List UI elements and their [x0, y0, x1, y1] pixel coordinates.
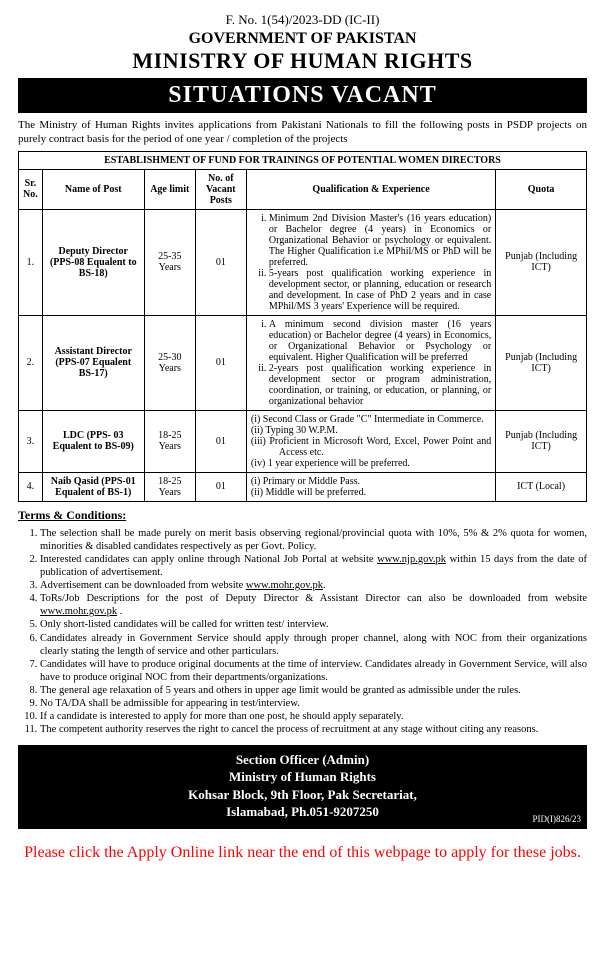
- term-item: The general age relaxation of 5 years an…: [40, 684, 587, 697]
- term-item: If a candidate is interested to apply fo…: [40, 710, 587, 723]
- footer-phone: Islamabad, Ph.051-9207250: [18, 803, 587, 821]
- cell-age: 18-25 Years: [144, 410, 195, 472]
- cell-quota: Punjab (Including ICT): [496, 315, 587, 410]
- qual-item: 2-years post qualification working exper…: [269, 363, 491, 407]
- term-item: Candidates will have to produce original…: [40, 658, 587, 684]
- cell-vacant: 01: [195, 209, 246, 315]
- col-quota: Quota: [496, 169, 587, 209]
- footer-ministry: Ministry of Human Rights: [18, 768, 587, 786]
- footer-address: Kohsar Block, 9th Floor, Pak Secretariat…: [18, 786, 587, 804]
- qual-item: (iii) Proficient in Microsoft Word, Exce…: [251, 436, 491, 458]
- qual-item: (i) Primary or Middle Pass.: [251, 476, 491, 487]
- footer-officer: Section Officer (Admin): [18, 751, 587, 769]
- qual-item: (iv) 1 year experience will be preferred…: [251, 458, 491, 469]
- cell-quota: Punjab (Including ICT): [496, 209, 587, 315]
- cell-qual: (i) Primary or Middle Pass. (ii) Middle …: [246, 472, 495, 501]
- terms-heading: Terms & Conditions:: [18, 508, 587, 523]
- table-title: ESTABLISHMENT OF FUND FOR TRAININGS OF P…: [19, 151, 587, 169]
- col-name: Name of Post: [42, 169, 144, 209]
- qual-item: Minimum 2nd Division Master's (16 years …: [269, 213, 491, 268]
- cell-qual: (i) Second Class or Grade "C" Intermedia…: [246, 410, 495, 472]
- table-title-row: ESTABLISHMENT OF FUND FOR TRAININGS OF P…: [19, 151, 587, 169]
- cell-vacant: 01: [195, 410, 246, 472]
- cell-qual: Minimum 2nd Division Master's (16 years …: [246, 209, 495, 315]
- apply-online-note: Please click the Apply Online link near …: [0, 835, 605, 874]
- cell-vacant: 01: [195, 472, 246, 501]
- cell-name: Deputy Director (PPS-08 Equalent to BS-1…: [42, 209, 144, 315]
- qual-item: (ii) Middle will be preferred.: [251, 487, 491, 498]
- cell-sr: 2.: [19, 315, 43, 410]
- col-qual: Qualification & Experience: [246, 169, 495, 209]
- cell-vacant: 01: [195, 315, 246, 410]
- intro-text: The Ministry of Human Rights invites app…: [18, 119, 587, 147]
- cell-age: 18-25 Years: [144, 472, 195, 501]
- term-item: Only short-listed candidates will be cal…: [40, 618, 587, 631]
- cell-sr: 4.: [19, 472, 43, 501]
- term-item: ToRs/Job Descriptions for the post of De…: [40, 592, 587, 618]
- table-row: 4. Naib Qasid (PPS-01 Equalent of BS-1) …: [19, 472, 587, 501]
- qual-item: A minimum second division master (16 yea…: [269, 319, 491, 363]
- qual-item: 5-years post qualification working exper…: [269, 268, 491, 312]
- cell-name: Assistant Director (PPS-07 Equalent BS-1…: [42, 315, 144, 410]
- table-row: 3. LDC (PPS- 03 Equalent to BS-09) 18-25…: [19, 410, 587, 472]
- term-item: No TA/DA shall be admissible for appeari…: [40, 697, 587, 710]
- cell-quota: ICT (Local): [496, 472, 587, 501]
- file-number: F. No. 1(54)/2023-DD (IC-II): [18, 12, 587, 28]
- term-item: Candidates already in Government Service…: [40, 632, 587, 658]
- pid-number: PID(I)826/23: [533, 813, 582, 825]
- footer-contact: Section Officer (Admin) Ministry of Huma…: [18, 745, 587, 829]
- situations-vacant-banner: SITUATIONS VACANT: [18, 78, 587, 113]
- table-row: 1. Deputy Director (PPS-08 Equalent to B…: [19, 209, 587, 315]
- cell-age: 25-30 Years: [144, 315, 195, 410]
- col-age: Age limit: [144, 169, 195, 209]
- cell-qual: A minimum second division master (16 yea…: [246, 315, 495, 410]
- qual-item: (ii) Typing 30 W.P.M.: [251, 425, 491, 436]
- ministry-title: MINISTRY OF HUMAN RIGHTS: [18, 48, 587, 74]
- cell-sr: 1.: [19, 209, 43, 315]
- cell-name: LDC (PPS- 03 Equalent to BS-09): [42, 410, 144, 472]
- cell-name: Naib Qasid (PPS-01 Equalent of BS-1): [42, 472, 144, 501]
- col-vacant: No. of Vacant Posts: [195, 169, 246, 209]
- term-item: Interested candidates can apply online t…: [40, 553, 587, 579]
- term-item: Advertisement can be downloaded from web…: [40, 579, 587, 592]
- term-item: The selection shall be made purely on me…: [40, 527, 587, 553]
- government-label: GOVERNMENT OF PAKISTAN: [18, 30, 587, 48]
- job-ad-page: F. No. 1(54)/2023-DD (IC-II) GOVERNMENT …: [0, 0, 605, 835]
- jobs-table: ESTABLISHMENT OF FUND FOR TRAININGS OF P…: [18, 151, 587, 502]
- col-sr: Sr. No.: [19, 169, 43, 209]
- cell-sr: 3.: [19, 410, 43, 472]
- cell-age: 25-35 Years: [144, 209, 195, 315]
- table-header-row: Sr. No. Name of Post Age limit No. of Va…: [19, 169, 587, 209]
- qual-item: (i) Second Class or Grade "C" Intermedia…: [251, 414, 491, 425]
- cell-quota: Punjab (Including ICT): [496, 410, 587, 472]
- table-row: 2. Assistant Director (PPS-07 Equalent B…: [19, 315, 587, 410]
- terms-list: The selection shall be made purely on me…: [18, 527, 587, 737]
- term-item: The competent authority reserves the rig…: [40, 723, 587, 736]
